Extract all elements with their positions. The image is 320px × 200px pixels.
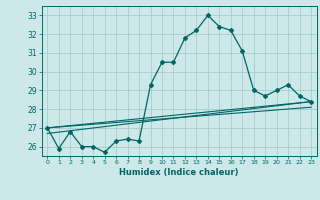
X-axis label: Humidex (Indice chaleur): Humidex (Indice chaleur) (119, 168, 239, 177)
